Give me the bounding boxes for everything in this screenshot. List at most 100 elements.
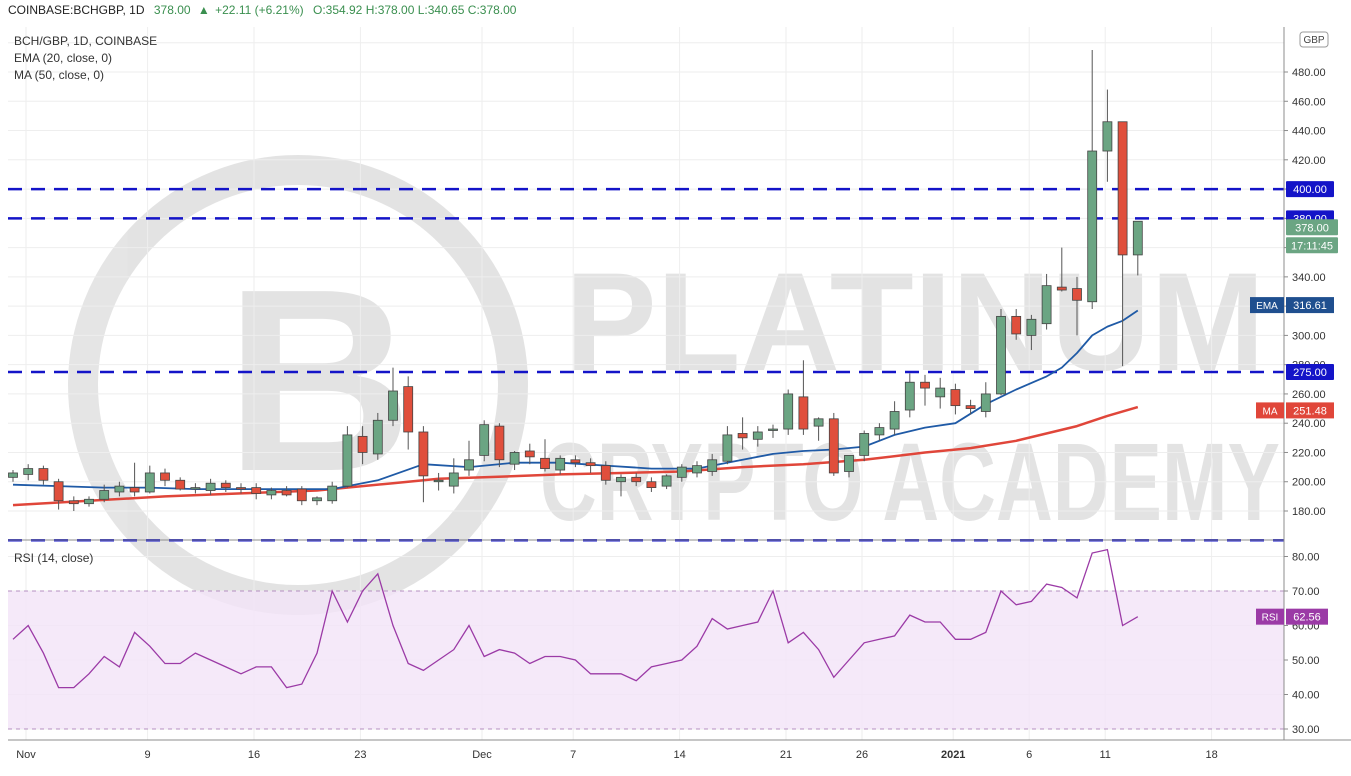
candle [676, 464, 687, 482]
candle [1132, 220, 1143, 276]
rsi-value-tag: RSI 62.56 [1256, 608, 1328, 625]
candle [859, 430, 870, 462]
rsi-tick-label: 70.00 [1292, 586, 1320, 598]
candle-body [828, 418, 839, 474]
candle [403, 376, 414, 450]
candle-body [403, 386, 414, 433]
candle-body [388, 390, 398, 421]
header-symbol: COINBASE:BCHGBP, 1D [8, 3, 145, 17]
candle [798, 360, 809, 435]
candle [281, 486, 292, 497]
legend-ma: MA (50, close, 0) [14, 68, 104, 82]
candle-body [448, 472, 459, 487]
time-axis[interactable]: Nov 9 16 23 Dec 7 14 21 26 2021 6 11 18 [16, 749, 1218, 761]
candle [23, 464, 34, 481]
candle-body [768, 428, 778, 431]
svg-text:316.61: 316.61 [1293, 300, 1327, 312]
candle-body [692, 465, 702, 474]
candle-body [676, 466, 687, 478]
price-tick-label: 220.00 [1292, 447, 1326, 459]
svg-text:378.00: 378.00 [1295, 222, 1329, 234]
candle-body [1132, 220, 1143, 256]
candle [1026, 314, 1037, 351]
legend-rsi: RSI (14, close) [14, 551, 93, 565]
legend-ema: EMA (20, close, 0) [14, 51, 112, 65]
candle-body [175, 479, 186, 490]
candle [418, 426, 429, 503]
svg-text:B: B [225, 236, 413, 526]
price-axis[interactable]: 180.00200.00220.00240.00260.00280.00300.… [1284, 67, 1326, 518]
candle [236, 483, 246, 494]
candle [1072, 276, 1082, 336]
time-tick-label: 26 [856, 749, 868, 761]
time-tick-label: Dec [472, 749, 492, 761]
candle-body [266, 490, 277, 496]
chart-legend: BCH/GBP, 1D, COINBASE EMA (20, close, 0)… [14, 34, 157, 565]
candle [494, 423, 505, 468]
svg-text:251.48: 251.48 [1293, 405, 1327, 417]
candle-body [1117, 121, 1128, 256]
candle-body [205, 482, 216, 491]
candle [540, 439, 550, 472]
candle [53, 478, 64, 510]
candle-body [524, 450, 535, 458]
candle-body [129, 487, 140, 493]
candle [357, 426, 368, 465]
candle [646, 477, 657, 492]
currency-badge[interactable]: GBP [1299, 31, 1329, 48]
price-tick-label: 440.00 [1292, 126, 1326, 138]
price-tick-label: 420.00 [1292, 155, 1326, 167]
candle-body [327, 485, 338, 502]
candle [251, 483, 262, 500]
rsi-tick-label: 80.00 [1292, 552, 1320, 564]
candle-body [1087, 150, 1098, 303]
candle-body [646, 481, 657, 488]
time-tick-label: 23 [354, 749, 366, 761]
candle [752, 426, 763, 447]
candle-body [433, 479, 444, 483]
candle-body [357, 435, 368, 453]
candle [889, 401, 900, 435]
time-tick-label: 2021 [941, 749, 965, 761]
candle [144, 465, 155, 494]
candle [205, 478, 216, 495]
candle-body [585, 462, 596, 467]
candle [585, 458, 596, 473]
candle-body [859, 433, 870, 456]
rsi-tick-label: 40.00 [1292, 690, 1320, 702]
candle-body [661, 475, 672, 487]
candle-body [1026, 318, 1037, 336]
level-tag: 400.00 [1286, 181, 1334, 198]
candle-body [600, 465, 611, 481]
candle [479, 420, 490, 462]
candle-body [783, 393, 794, 430]
candles [8, 50, 1143, 511]
candle-body [509, 452, 520, 465]
candle [874, 423, 885, 441]
candle-body [23, 468, 34, 475]
candle-body [494, 425, 505, 461]
candle [68, 496, 79, 511]
candle-body [935, 387, 946, 398]
price-tick-label: 260.00 [1292, 389, 1326, 401]
candle [190, 483, 201, 494]
candle-body [813, 418, 824, 427]
candle [372, 412, 383, 460]
candle [38, 465, 49, 485]
candle [768, 424, 778, 438]
candle-body [312, 497, 322, 502]
rsi-tick-label: 50.00 [1292, 655, 1320, 667]
watermark-line1: PLATINUM [565, 243, 1265, 400]
candle-body [84, 498, 94, 505]
price-tick-label: 300.00 [1292, 330, 1326, 342]
svg-text:MA: MA [1263, 406, 1278, 417]
candle-body [540, 457, 550, 469]
price-tags: 400.00380.00275.00378.0017:11:45EMA316.6… [1250, 181, 1338, 625]
last-price-tag: 378.00 [1286, 219, 1338, 236]
candle [448, 458, 459, 494]
candle [99, 484, 110, 503]
candle-body [236, 487, 246, 490]
candle-body [965, 405, 976, 409]
